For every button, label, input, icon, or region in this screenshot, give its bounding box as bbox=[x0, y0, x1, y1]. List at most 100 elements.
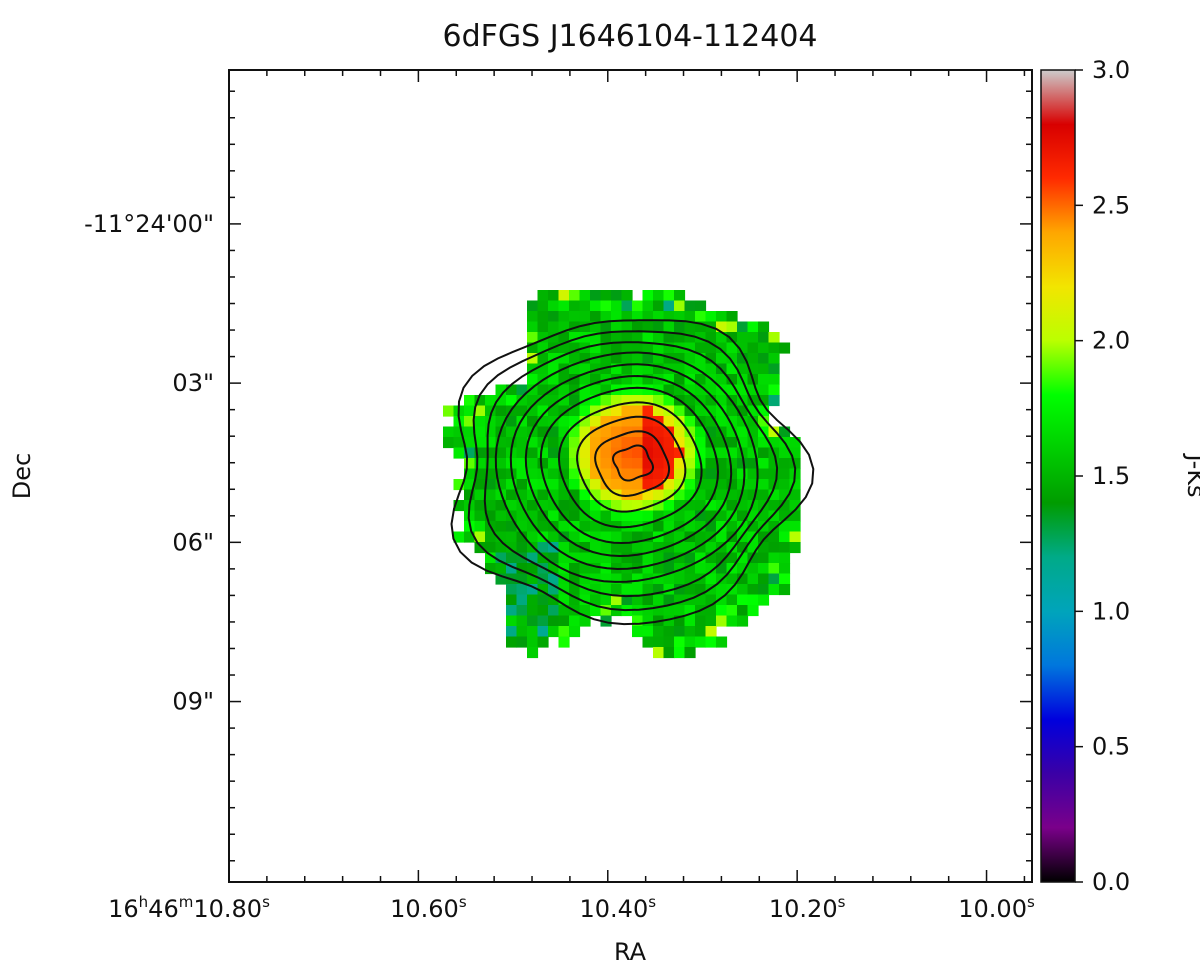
map-pixel bbox=[590, 468, 602, 480]
map-pixel bbox=[674, 447, 686, 459]
map-pixel bbox=[590, 489, 602, 501]
map-pixel bbox=[758, 563, 770, 575]
map-pixel bbox=[558, 489, 570, 501]
map-pixel bbox=[695, 636, 707, 648]
map-pixel bbox=[632, 374, 644, 386]
map-pixel bbox=[506, 426, 518, 438]
map-pixel bbox=[569, 447, 581, 459]
map-pixel bbox=[758, 584, 770, 596]
map-pixel bbox=[737, 615, 749, 627]
map-pixel bbox=[705, 636, 717, 648]
map-pixel bbox=[527, 405, 539, 417]
map-pixel bbox=[684, 384, 696, 396]
map-pixel bbox=[558, 584, 570, 596]
map-pixel bbox=[516, 458, 528, 470]
map-pixel bbox=[705, 468, 717, 480]
map-pixel bbox=[579, 573, 591, 585]
map-pixel bbox=[621, 552, 633, 564]
map-pixel bbox=[684, 363, 696, 375]
map-pixel bbox=[621, 468, 633, 480]
map-pixel bbox=[726, 552, 738, 564]
map-pixel bbox=[590, 405, 602, 417]
map-pixel bbox=[716, 594, 728, 606]
map-pixel bbox=[737, 542, 749, 554]
map-pixel bbox=[674, 332, 686, 344]
map-pixel bbox=[611, 584, 623, 596]
map-pixel bbox=[579, 489, 591, 501]
colorbar-tick-label: 3.0 bbox=[1092, 56, 1130, 84]
map-pixel bbox=[590, 605, 602, 617]
map-pixel bbox=[590, 563, 602, 575]
map-pixel bbox=[579, 437, 591, 449]
map-pixel bbox=[558, 542, 570, 554]
map-pixel bbox=[590, 311, 602, 323]
map-pixel bbox=[590, 521, 602, 533]
map-pixel bbox=[600, 605, 612, 617]
map-pixel bbox=[548, 384, 560, 396]
map-pixel bbox=[579, 384, 591, 396]
map-pixel bbox=[663, 489, 675, 501]
map-pixel bbox=[548, 426, 560, 438]
map-pixel bbox=[653, 636, 665, 648]
map-pixel bbox=[779, 573, 791, 585]
map-pixel bbox=[590, 374, 602, 386]
map-pixel bbox=[716, 552, 728, 564]
map-pixel bbox=[527, 500, 539, 512]
map-pixel bbox=[443, 426, 455, 438]
map-pixel bbox=[695, 531, 707, 543]
map-pixel bbox=[684, 458, 696, 470]
map-pixel bbox=[716, 468, 728, 480]
map-pixel bbox=[600, 416, 612, 428]
map-pixel bbox=[768, 363, 780, 375]
map-pixel bbox=[684, 521, 696, 533]
map-pixel bbox=[516, 437, 528, 449]
map-pixel bbox=[695, 626, 707, 638]
map-pixel bbox=[474, 458, 486, 470]
map-pixel bbox=[548, 353, 560, 365]
map-pixel bbox=[684, 426, 696, 438]
map-pixel bbox=[768, 458, 780, 470]
map-pixel bbox=[632, 437, 644, 449]
map-pixel bbox=[747, 332, 759, 344]
map-pixel bbox=[516, 395, 528, 407]
x-tick-labels: 16h46m10.80s 10.60s 10.40s 10.20s 10.00s bbox=[108, 893, 1035, 923]
map-pixel bbox=[600, 300, 612, 312]
map-pixel bbox=[632, 321, 644, 333]
map-pixel bbox=[569, 405, 581, 417]
map-pixel bbox=[506, 636, 518, 648]
map-pixel bbox=[495, 437, 507, 449]
map-pixel bbox=[548, 531, 560, 543]
map-pixel bbox=[621, 332, 633, 344]
map-pixel bbox=[621, 479, 633, 491]
map-pixel bbox=[632, 542, 644, 554]
map-pixel bbox=[527, 384, 539, 396]
map-pixel bbox=[726, 321, 738, 333]
map-pixel bbox=[537, 405, 549, 417]
map-pixel bbox=[663, 437, 675, 449]
map-pixel bbox=[537, 416, 549, 428]
map-pixel bbox=[611, 342, 623, 354]
map-pixel bbox=[506, 584, 518, 596]
map-pixel bbox=[485, 500, 497, 512]
map-pixel bbox=[695, 594, 707, 606]
map-pixel bbox=[443, 405, 455, 417]
map-pixel bbox=[590, 416, 602, 428]
map-pixel bbox=[779, 510, 791, 522]
map-pixel bbox=[779, 584, 791, 596]
map-pixel bbox=[537, 363, 549, 375]
map-pixel bbox=[768, 500, 780, 512]
map-pixel bbox=[506, 615, 518, 627]
map-pixel bbox=[590, 300, 602, 312]
map-pixel bbox=[768, 563, 780, 575]
map-pixel bbox=[611, 300, 623, 312]
map-pixel bbox=[705, 363, 717, 375]
map-pixel bbox=[579, 353, 591, 365]
map-pixel bbox=[579, 542, 591, 554]
map-pixel bbox=[506, 542, 518, 554]
map-pixel bbox=[705, 615, 717, 627]
map-pixel bbox=[737, 552, 749, 564]
map-pixel bbox=[527, 437, 539, 449]
map-pixel bbox=[747, 584, 759, 596]
map-pixel bbox=[506, 384, 518, 396]
